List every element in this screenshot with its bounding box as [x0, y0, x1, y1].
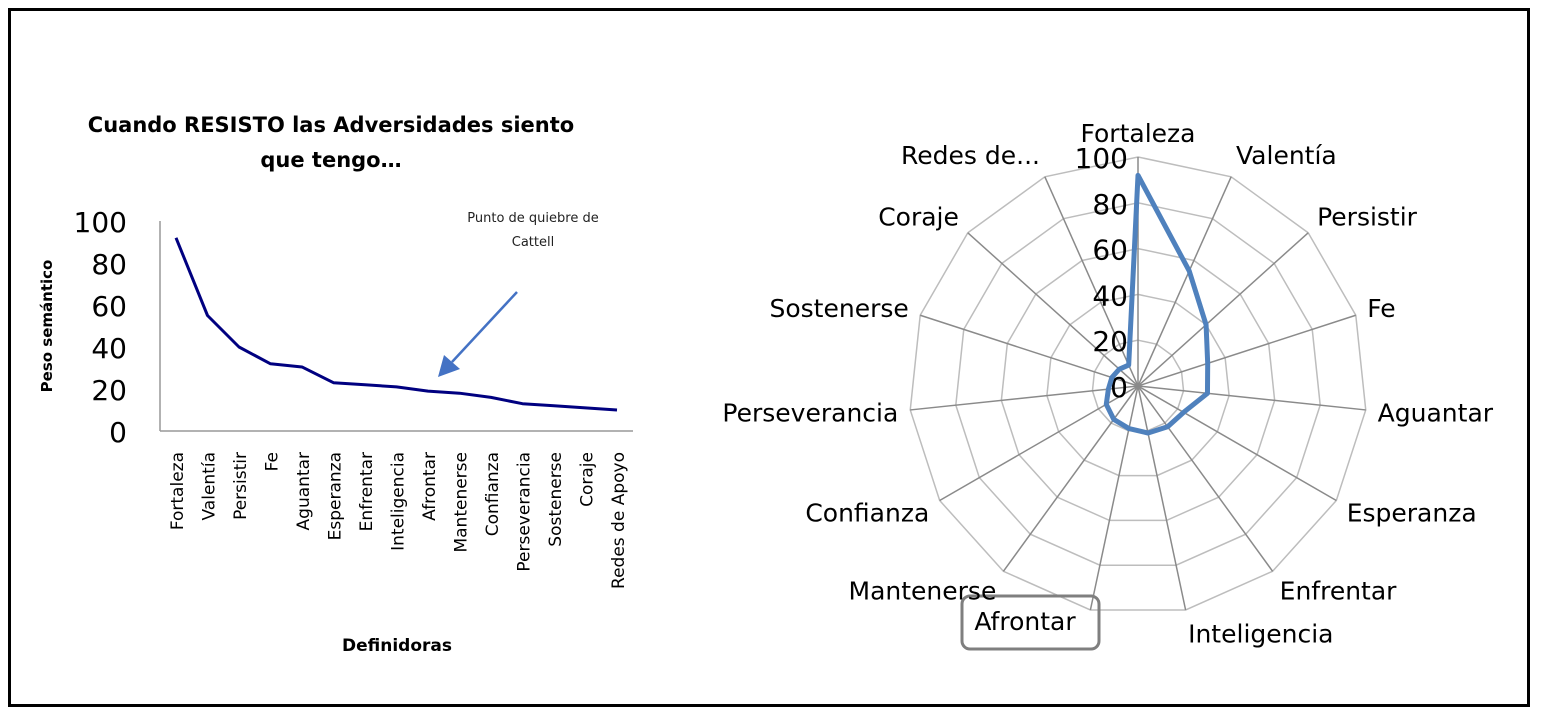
radar-category-label: Mantenerse — [849, 577, 997, 606]
radial-tick-label: 60 — [1092, 234, 1128, 267]
x-tick-label: Mantenerse — [452, 452, 472, 553]
y-tick-label: 20 — [91, 374, 127, 407]
radar-grid-ring — [1000, 247, 1276, 522]
x-tick-label: Valentía — [200, 452, 220, 521]
radial-tick-label: 20 — [1092, 325, 1128, 358]
annotation-line2: Cattell — [512, 235, 554, 250]
radial-tick-label: 100 — [1075, 142, 1128, 175]
x-tick-label: Coraje — [578, 452, 598, 507]
radar-spoke — [1002, 385, 1139, 572]
y-tick-label: 100 — [74, 206, 127, 239]
y-tick-label: 40 — [91, 332, 127, 365]
x-tick-label: Sostenerse — [546, 452, 566, 547]
radar-spoke — [919, 314, 1139, 387]
chart-title-line2: que tengo… — [260, 148, 401, 172]
radar-spoke — [1137, 314, 1357, 387]
radar-spoke — [967, 232, 1139, 387]
radar-category-label: Enfrentar — [1280, 577, 1398, 606]
x-tick-label: Fe — [263, 452, 283, 471]
radar-category-label: Redes de... — [901, 141, 1040, 170]
radar-category-label: Fe — [1367, 294, 1395, 323]
radial-tick-label: 80 — [1092, 188, 1128, 221]
x-axis-label: Definidoras — [342, 636, 452, 656]
series-line — [174, 237, 618, 412]
radial-tick-label: 40 — [1092, 279, 1128, 312]
radar-spoke — [1137, 232, 1309, 387]
radar-spoke — [1137, 176, 1232, 387]
x-tick-label: Perseverancia — [515, 452, 535, 572]
x-tick-label: Aguantar — [294, 452, 314, 530]
annotation-arrowhead-icon — [438, 355, 460, 377]
radial-tick-label: 0 — [1110, 371, 1128, 404]
radar-spoke — [1137, 385, 1337, 502]
radar-grid-ring — [955, 202, 1321, 566]
radar-spoke — [1137, 385, 1274, 572]
annotation-arrow-shaft — [451, 291, 518, 363]
highlight-box — [960, 594, 1101, 651]
radar-category-label: Fortaleza — [1081, 119, 1196, 148]
x-tick-label: Fortaleza — [168, 452, 188, 530]
x-tick-label: Persistir — [231, 452, 251, 520]
radar-category-label: Coraje — [878, 203, 959, 232]
radar-grid-ring — [1046, 293, 1230, 477]
radar-spoke — [1089, 385, 1139, 611]
radar-category-label: Persistir — [1317, 203, 1418, 232]
y-tick-label: 60 — [91, 290, 127, 323]
scree-line-chart: Cuando RESISTO las Adversidades siento q… — [38, 113, 633, 656]
x-tick-label: Redes de Apoyo — [609, 452, 629, 589]
radar-category-label: Aguantar — [1378, 398, 1494, 427]
radar-spoke — [1044, 176, 1139, 387]
y-tick-label: 0 — [109, 416, 127, 449]
radar-category-label: Valentía — [1236, 141, 1337, 170]
radar-spoke — [910, 385, 1139, 411]
radar-category-label: Esperanza — [1347, 499, 1477, 528]
x-tick-label: Esperanza — [326, 452, 346, 540]
x-tick-label: Enfrentar — [357, 452, 377, 531]
radar-category-label: Sostenerse — [769, 294, 908, 323]
y-axis-label: Peso semántico — [38, 260, 56, 393]
radar-category-label: Perseverancia — [722, 398, 898, 427]
radar-category-label: Confianza — [805, 499, 929, 528]
radar-spoke — [1137, 385, 1187, 611]
chart-title-line1: Cuando RESISTO las Adversidades siento — [88, 113, 574, 137]
x-tick-label: Confianza — [483, 452, 503, 536]
radar-grid-ring — [909, 156, 1367, 611]
annotation-line1: Punto de quiebre de — [467, 211, 598, 226]
radar-category-label: Afrontar — [974, 607, 1076, 636]
radar-series — [1103, 172, 1211, 436]
radar-category-label: Inteligencia — [1188, 619, 1333, 648]
figure-frame — [8, 8, 1530, 707]
radar-spoke — [1137, 385, 1366, 411]
x-tick-label: Afrontar — [420, 452, 440, 521]
x-tick-label: Inteligencia — [389, 452, 409, 551]
y-tick-label: 80 — [91, 248, 127, 281]
